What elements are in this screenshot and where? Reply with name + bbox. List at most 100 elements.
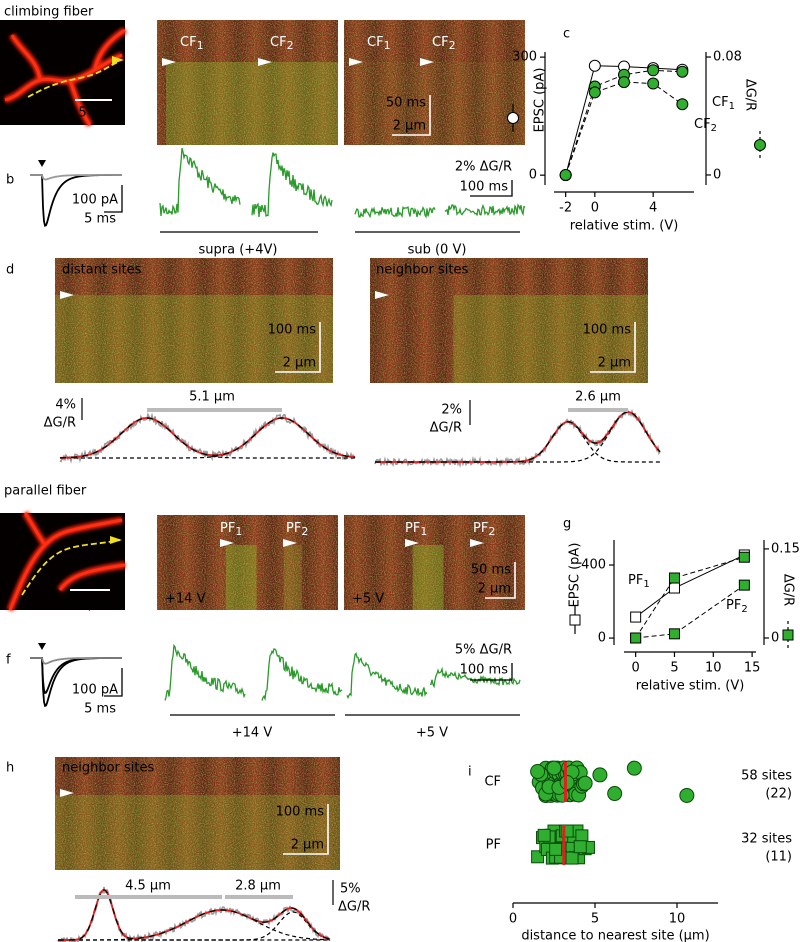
x-axis-label: relative stim. (V) <box>636 679 745 694</box>
data-point <box>565 851 579 865</box>
sub-label: PF1 <box>405 521 427 539</box>
y-axis-label: EPSC (pA) <box>533 68 548 133</box>
series-line <box>635 556 745 639</box>
label-main: CF <box>694 117 711 132</box>
data-point <box>738 579 750 591</box>
data-point <box>676 65 689 78</box>
legend-symbol <box>754 139 766 151</box>
section-title: climbing fiber <box>4 5 94 20</box>
label-main: CF <box>712 95 729 110</box>
panel-label: f <box>6 653 11 668</box>
label: +5 V <box>416 726 448 741</box>
linescan-noise <box>157 515 338 610</box>
panel-label: c <box>563 27 570 42</box>
linescan-noise <box>344 20 525 145</box>
stim-arrow <box>420 58 434 66</box>
data-point <box>549 842 563 856</box>
x-tick-label: 0 <box>591 201 599 216</box>
profile-fit-overlay <box>58 889 331 941</box>
data-point <box>559 775 575 791</box>
data-point <box>630 611 642 623</box>
data-point <box>647 64 660 77</box>
y2-tick-label: 0.08 <box>713 50 742 65</box>
fluorescence-trace <box>164 643 246 701</box>
x-tick-label: 15 <box>744 661 761 676</box>
label: 2.6 µm <box>575 390 621 405</box>
scale-label: 100 ms <box>268 323 317 338</box>
y-tick-label: 0 <box>598 631 606 646</box>
data-point <box>577 775 593 791</box>
sub-label: CF1 <box>180 35 204 53</box>
legend-symbol <box>569 614 581 626</box>
y2-tick-label: 0.15 <box>771 541 800 556</box>
data-point <box>668 582 680 594</box>
y-tick-label: 0 <box>529 168 537 183</box>
stim-arrow <box>220 539 234 547</box>
data-point <box>531 850 545 864</box>
panel-label: h <box>6 761 14 776</box>
dendrite-core <box>8 512 126 611</box>
label-sub: 1 <box>197 39 204 52</box>
label-main: PF <box>726 598 741 613</box>
sub-label: PF2 <box>286 521 308 539</box>
data-point <box>668 572 680 584</box>
label-main: PF <box>220 521 235 536</box>
label-main: CF <box>180 35 197 50</box>
scale-label: 5 µm <box>78 106 111 121</box>
fluorescence-trace <box>159 147 241 216</box>
linescan-noise <box>157 20 338 145</box>
scale-bar <box>470 663 513 681</box>
x-tick-label: 5 <box>591 912 599 927</box>
stim-marker <box>38 643 46 650</box>
scale-label: 100 ms <box>583 323 632 338</box>
data-point <box>738 551 750 563</box>
epsc-trace <box>30 657 123 665</box>
fluorescence-trace <box>346 652 428 700</box>
series-label: CF2 <box>694 117 717 135</box>
data-point <box>592 767 608 783</box>
stim-arrow <box>258 58 272 66</box>
label: 5% ΔG/R <box>455 643 512 658</box>
scale-label: 50 ms <box>386 96 426 111</box>
label-main: CF <box>367 35 384 50</box>
scale-label: 5 µm <box>75 597 108 612</box>
label-sub: 1 <box>643 579 649 590</box>
data-point <box>575 829 589 843</box>
scale-bar <box>283 804 329 855</box>
x-axis-label: distance to nearest site (µm) <box>521 929 709 942</box>
category-label: CF <box>484 775 501 790</box>
linescan-noise <box>344 515 525 610</box>
profile-component <box>58 911 331 941</box>
stim-arrow <box>162 58 176 66</box>
stim-arrow <box>470 539 484 547</box>
sub-label: CF1 <box>367 35 391 53</box>
label: 100 ms <box>460 180 509 195</box>
annotation: 58 sites <box>741 769 792 784</box>
scale-bar <box>104 185 123 213</box>
profile-component <box>58 909 330 941</box>
data-point <box>668 628 680 640</box>
fluorescence-trace <box>444 203 526 217</box>
scale-label: 50 ms <box>471 563 511 578</box>
image-title: neighbor sites <box>62 761 155 776</box>
label: +5 V <box>352 592 384 607</box>
scale-bar <box>275 322 321 373</box>
linescan-noise <box>55 757 340 870</box>
scale-bar <box>470 180 513 197</box>
label-main: PF <box>405 521 420 536</box>
label-sub: 1 <box>729 101 735 112</box>
data-point <box>630 632 642 644</box>
data-point <box>573 840 587 854</box>
dendrite-core <box>4 28 126 126</box>
label: 100 pA <box>72 193 118 208</box>
label: sub (0 V) <box>408 243 467 258</box>
linescan-noise <box>370 258 648 383</box>
label-main: PF <box>628 573 643 588</box>
y2-tick-label: 0 <box>713 167 721 182</box>
label-sub: 1 <box>235 525 242 538</box>
fluorescence-trace <box>261 648 343 702</box>
arrowhead <box>110 536 122 544</box>
series-label: PF1 <box>628 573 650 591</box>
arrowhead <box>112 56 124 64</box>
